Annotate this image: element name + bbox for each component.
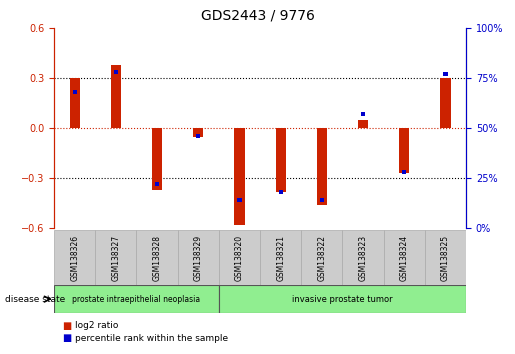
Bar [320,199,324,202]
Text: GDS2443 / 9776: GDS2443 / 9776 [200,9,315,23]
Bar [155,183,159,186]
Bar [219,230,260,285]
Bar [260,230,301,285]
Text: disease state: disease state [5,295,65,304]
Text: percentile rank within the sample: percentile rank within the sample [75,333,228,343]
Bar [399,129,409,173]
Bar [237,199,242,202]
Text: GSM138327: GSM138327 [111,234,121,281]
Bar [425,230,466,285]
Bar [443,73,448,76]
Bar [95,230,136,285]
Text: GSM138328: GSM138328 [152,235,162,280]
Bar [73,91,77,94]
Text: ■: ■ [62,333,71,343]
Text: GSM138326: GSM138326 [70,234,79,281]
Bar [54,230,95,285]
Bar [358,120,368,129]
Text: invasive prostate tumor: invasive prostate tumor [292,295,393,304]
Text: GSM138325: GSM138325 [441,234,450,281]
Bar [402,171,406,174]
Text: GSM138329: GSM138329 [194,234,203,281]
Text: prostate intraepithelial neoplasia: prostate intraepithelial neoplasia [73,295,200,304]
Bar [178,230,219,285]
Text: GSM138320: GSM138320 [235,234,244,281]
Bar [111,65,121,129]
Bar [54,285,219,313]
Bar [279,190,283,194]
Text: GSM138322: GSM138322 [317,235,327,280]
Text: ■: ■ [62,321,71,331]
Bar [342,230,384,285]
Text: GSM138321: GSM138321 [276,235,285,280]
Text: GSM138324: GSM138324 [400,234,409,281]
Bar [301,230,342,285]
Bar [152,129,162,190]
Bar [440,78,451,129]
Bar [219,285,466,313]
Bar [70,78,80,129]
Bar [114,70,118,74]
Bar [317,129,327,205]
Bar [276,129,286,192]
Bar [193,129,203,137]
Text: log2 ratio: log2 ratio [75,321,118,330]
Bar [136,230,178,285]
Bar [361,113,365,116]
Bar [196,135,200,138]
Bar [384,230,425,285]
Text: GSM138323: GSM138323 [358,234,368,281]
Bar [234,129,245,225]
